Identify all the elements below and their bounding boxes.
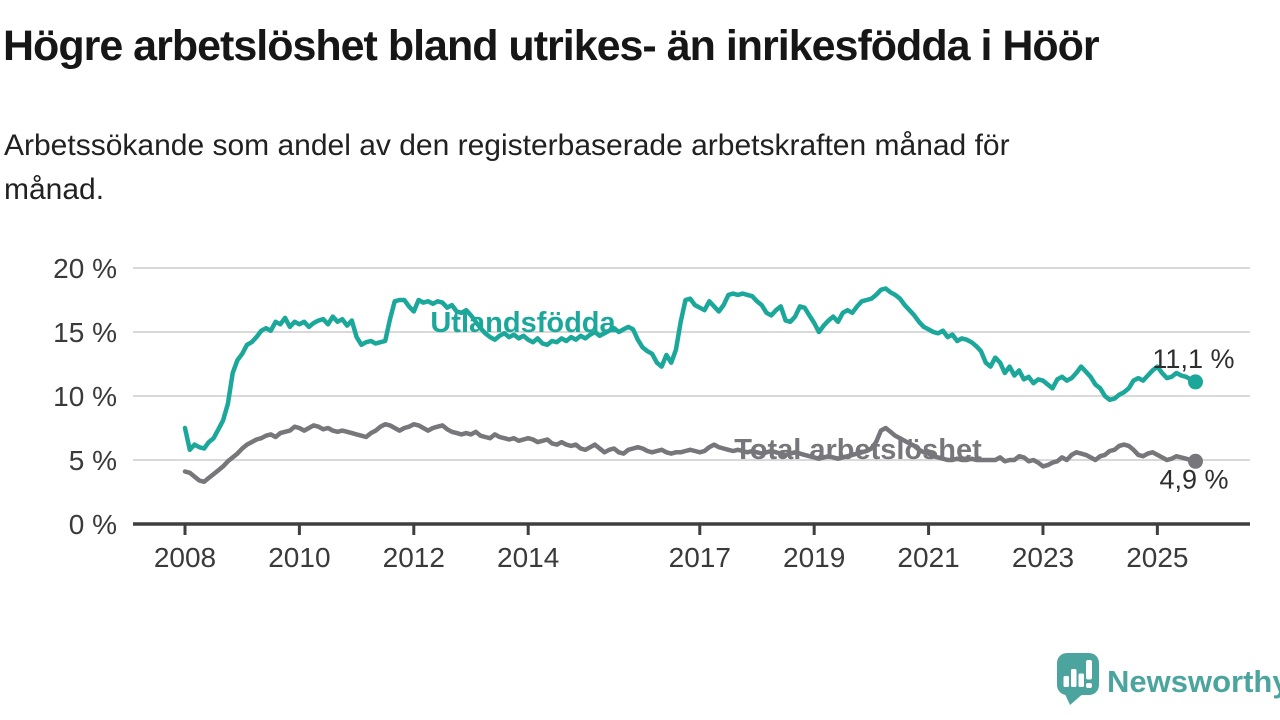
page-title: Högre arbetslöshet bland utrikes- än inr… [3,22,1100,70]
y-axis-label-0pct: 0 % [69,509,117,540]
y-axis-label-5pct: 5 % [69,445,117,476]
x-axis-label-2008: 2008 [154,542,216,573]
x-axis-label-2025: 2025 [1126,542,1188,573]
x-axis-label-2023: 2023 [1012,542,1074,573]
logo-bar-tall-icon [1071,669,1077,687]
newsworthy-logo-text: Newsworthy [1107,664,1280,699]
newsworthy-logo-icon [1057,653,1099,705]
logo-speech-bubble [1057,653,1099,695]
chart-labels: 0 % 5 % 10 % 15 % 20 % 2008 2010 2012 2014 2017 20… [53,253,1234,573]
y-axis-label-10pct: 10 % [53,381,117,412]
end-dot-utlandsfodda [1187,374,1203,390]
subtitle-line-2: månad. [4,173,105,206]
logo-exclamation-bar-icon [1086,660,1092,680]
end-value-label-utlandsfodda: 11,1 % [1152,344,1234,374]
subtitle-line-1: Arbetssökande som andel av den registerb… [4,129,1010,162]
x-axis-label-2017: 2017 [669,542,731,573]
x-axis-label-2010: 2010 [268,542,330,573]
series-line-utlandsfodda [182,286,1198,453]
x-axis-label-2014: 2014 [497,542,559,573]
end-value-label-total-arbetsloshet: 4,9 % [1159,464,1228,494]
logo-bar-small-icon [1063,676,1069,687]
chart-gridlines [133,267,1250,461]
y-axis-label-20pct: 20 % [53,253,117,284]
series-label-utlandsfodda: Utlandsfödda [430,307,616,339]
logo-exclamation-dot-icon [1086,683,1092,688]
end-dot-total-arbetsloshet [1187,453,1203,469]
x-axis-label-2019: 2019 [783,542,845,573]
x-axis-label-2012: 2012 [383,542,445,573]
page-subtitle: Arbetssökande som andel av den registerb… [4,124,1010,212]
logo-bar-medium-icon [1078,673,1084,687]
logo-speech-bubble-tail [1064,692,1085,705]
series-line-total-arbetsloshet [182,421,1198,485]
chart-series-lines [182,286,1203,485]
x-axis-label-2021: 2021 [897,542,959,573]
newsworthy-logo: Newsworthy [1057,653,1280,705]
series-label-total-arbetsloshet: Total arbetslöshet [734,434,982,466]
chart-axes [133,522,1250,535]
y-axis-label-15pct: 15 % [53,317,117,348]
